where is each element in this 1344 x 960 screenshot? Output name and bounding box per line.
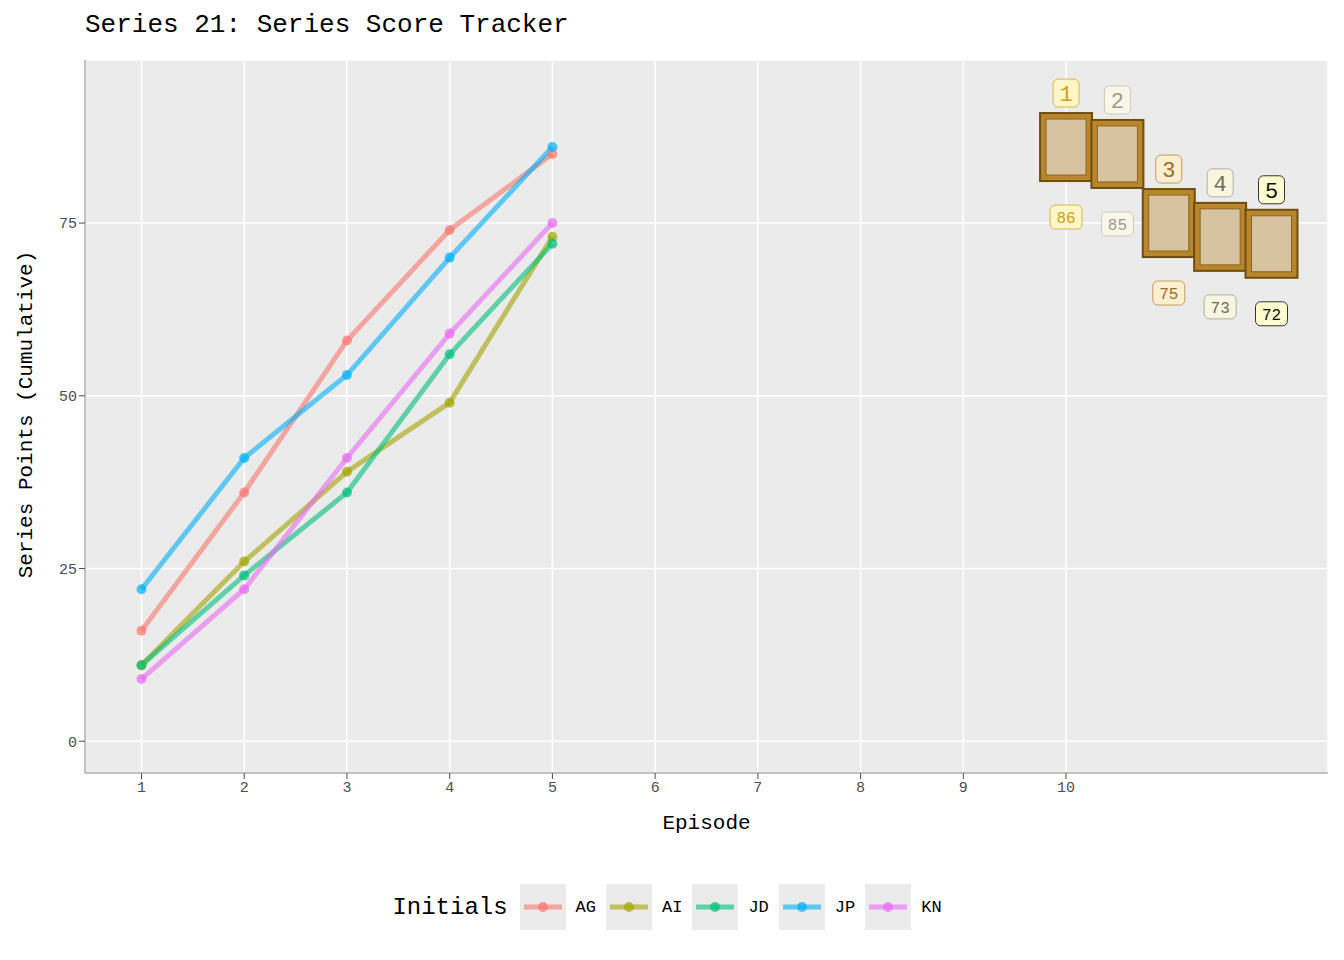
svg-text:1: 1 (1059, 83, 1072, 108)
svg-text:3: 3 (1162, 159, 1175, 184)
svg-text:73: 73 (1211, 300, 1230, 318)
svg-text:9: 9 (959, 780, 968, 797)
html-text:Episode: Episode (662, 812, 751, 835)
svg-text:75: 75 (1159, 286, 1178, 304)
svg-text:4: 4 (1214, 173, 1227, 198)
svg-text:3: 3 (342, 780, 351, 797)
svg-text:86: 86 (1056, 210, 1075, 228)
html-text:AG: AG (575, 897, 596, 917)
html-text:JD: JD (748, 897, 769, 917)
svg-text:8: 8 (856, 780, 865, 797)
html-text:Series 21: Series Score Tracke: Series 21: Series Score Tracker (85, 10, 569, 40)
html-text:JP: JP (834, 897, 856, 917)
html-text:KN: KN (921, 897, 942, 917)
svg-text:25: 25 (59, 562, 77, 579)
html-text:AI: AI (662, 897, 683, 917)
html-text:Series Points (Cumulative): Series Points (Cumulative) (14, 250, 38, 579)
svg-text:10: 10 (1057, 780, 1075, 797)
svg-text:72: 72 (1262, 307, 1281, 325)
svg-text:1: 1 (137, 780, 146, 797)
svg-text:4: 4 (445, 780, 454, 797)
svg-text:5: 5 (1265, 180, 1278, 205)
svg-text:2: 2 (1111, 90, 1124, 115)
svg-text:75: 75 (59, 216, 77, 233)
html-text:Initials: Initials (392, 893, 508, 921)
svg-text:50: 50 (59, 389, 77, 406)
svg-text:7: 7 (753, 780, 762, 797)
svg-text:6: 6 (651, 780, 660, 797)
svg-text:2: 2 (240, 780, 249, 797)
svg-text:0: 0 (68, 735, 77, 752)
svg-text:85: 85 (1108, 217, 1127, 235)
svg-text:5: 5 (548, 780, 557, 797)
